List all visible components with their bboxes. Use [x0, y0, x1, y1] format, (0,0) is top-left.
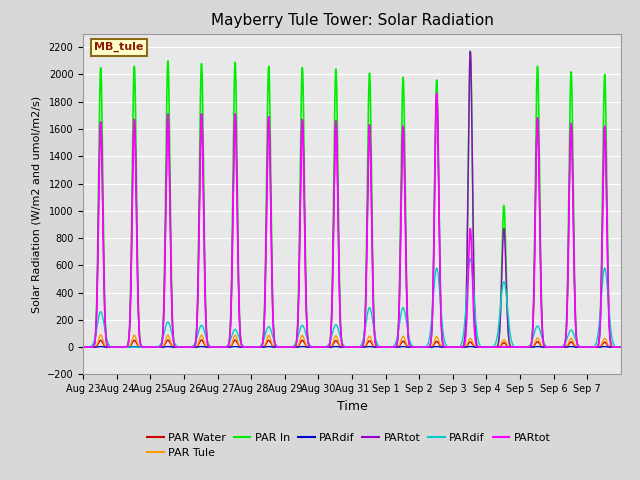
PARtot [617, 344, 625, 350]
PAR Tule [500, 337, 508, 343]
Line: PARdif: PARdif [83, 259, 621, 347]
PARtot [500, 229, 508, 235]
Y-axis label: Solar Radiation (W/m2 and umol/m2/s): Solar Radiation (W/m2 and umol/m2/s) [31, 96, 42, 312]
PARtot [617, 344, 625, 350]
PAR Tule [401, 336, 408, 342]
PARtot [467, 48, 474, 54]
PAR Tule [79, 344, 87, 350]
PARtot [433, 91, 440, 96]
PAR In [191, 343, 198, 348]
PAR Tule [526, 344, 534, 350]
PARdif [79, 344, 87, 350]
PAR Tule [617, 344, 625, 350]
PARtot [372, 342, 380, 348]
PAR Water [401, 340, 408, 346]
PARtot [79, 344, 87, 350]
PARtot [401, 171, 408, 177]
PARdif [372, 336, 380, 342]
PARdif [79, 344, 87, 350]
Line: PAR In: PAR In [83, 51, 621, 347]
PAR Water [500, 340, 508, 346]
PAR Water [191, 344, 198, 350]
PARdif [540, 344, 547, 350]
PARdif [372, 344, 380, 350]
PAR Tule [540, 344, 547, 350]
PARtot [540, 341, 547, 347]
PARtot [540, 341, 547, 347]
Title: Mayberry Tule Tower: Solar Radiation: Mayberry Tule Tower: Solar Radiation [211, 13, 493, 28]
PAR Tule [372, 344, 380, 350]
Text: MB_tule: MB_tule [94, 42, 143, 52]
PARtot [401, 171, 408, 177]
PARtot [79, 344, 87, 350]
PARdif [540, 340, 547, 346]
PARdif [401, 308, 408, 314]
PAR Water [526, 344, 534, 350]
PARtot [191, 343, 198, 349]
PARtot [526, 344, 534, 350]
PAR In [617, 344, 625, 350]
PARdif [467, 344, 474, 349]
PAR In [401, 133, 408, 139]
PAR Water [79, 344, 87, 350]
PARtot [500, 344, 508, 350]
Legend: PAR Water, PAR Tule, PAR In, PARdif, PARtot, PARdif, PARtot: PAR Water, PAR Tule, PAR In, PARdif, PAR… [143, 428, 555, 463]
PAR In [540, 340, 547, 346]
PARdif [191, 344, 198, 350]
Line: PARtot: PARtot [83, 94, 621, 347]
PARdif [500, 344, 508, 350]
PAR Water [617, 344, 625, 350]
Line: PAR Tule: PAR Tule [83, 335, 621, 347]
PARdif [191, 341, 198, 347]
PARtot [372, 342, 380, 348]
PAR In [79, 344, 87, 350]
PAR Tule [97, 332, 104, 338]
PARdif [617, 344, 625, 350]
Line: PAR Water: PAR Water [83, 340, 621, 347]
PAR In [467, 48, 474, 54]
PAR In [500, 206, 508, 212]
PAR In [372, 341, 380, 347]
Line: PARtot: PARtot [83, 51, 621, 347]
PARdif [401, 344, 408, 349]
X-axis label: Time: Time [337, 400, 367, 413]
PARdif [526, 342, 534, 348]
PAR In [526, 344, 534, 350]
PAR Water [372, 344, 380, 350]
PAR Tule [191, 344, 198, 350]
PARdif [500, 279, 508, 285]
PAR Water [164, 337, 172, 343]
PAR Water [540, 344, 547, 350]
PARdif [617, 344, 625, 350]
PARtot [526, 344, 534, 350]
PARdif [526, 344, 534, 350]
PARdif [467, 256, 474, 262]
PARtot [191, 343, 198, 349]
